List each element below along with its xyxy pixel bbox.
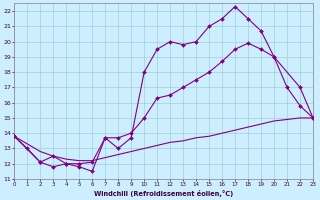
X-axis label: Windchill (Refroidissement éolien,°C): Windchill (Refroidissement éolien,°C) — [94, 190, 233, 197]
